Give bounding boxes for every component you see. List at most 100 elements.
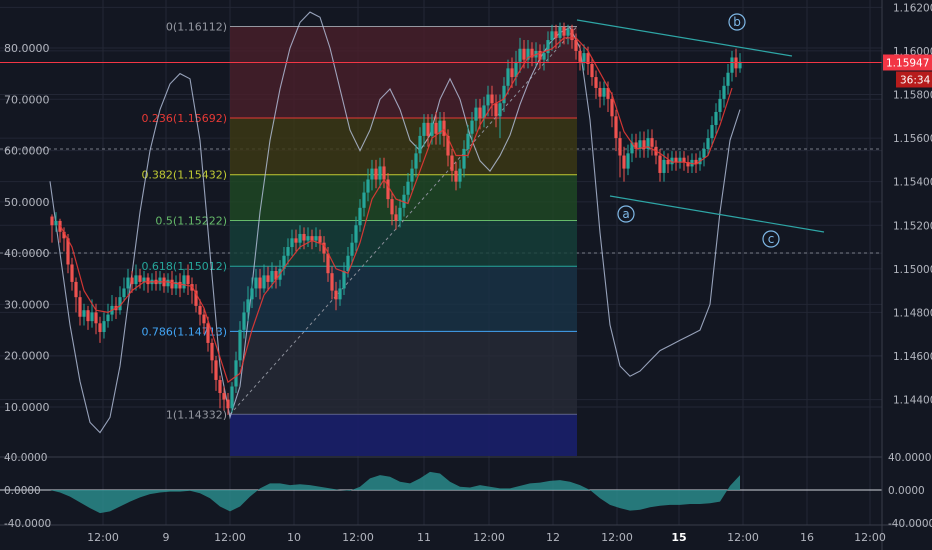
left-axis-tick: 40.0000 bbox=[4, 247, 50, 260]
candle-body bbox=[350, 242, 354, 256]
left-axis-tick: 30.0000 bbox=[4, 298, 50, 311]
candle-body bbox=[66, 238, 70, 265]
candle-body bbox=[658, 155, 662, 173]
price-axis-tick: 1.15200 bbox=[893, 220, 932, 232]
candle-body bbox=[290, 238, 294, 248]
candle-body bbox=[202, 314, 206, 324]
candle-body bbox=[270, 271, 274, 282]
candle-body bbox=[586, 53, 590, 65]
candle-body bbox=[598, 87, 602, 97]
candle-body bbox=[426, 122, 430, 136]
candle-body bbox=[462, 148, 466, 169]
candle-body bbox=[142, 277, 146, 282]
candle-body bbox=[146, 277, 150, 285]
oscillator-path bbox=[49, 11, 741, 434]
candle-body bbox=[126, 277, 130, 289]
candle-body bbox=[258, 277, 262, 289]
time-axis-label: 12:00 bbox=[342, 531, 374, 544]
candle-body bbox=[346, 255, 350, 272]
lower-indicator-area bbox=[50, 471, 740, 514]
candle-body bbox=[482, 105, 486, 119]
candle-body bbox=[118, 297, 122, 311]
candle-body bbox=[422, 122, 426, 136]
candle-body bbox=[266, 275, 270, 282]
candle-body bbox=[610, 98, 614, 117]
left-axis-tick: 50.0000 bbox=[4, 196, 50, 209]
lower-left-tick: -40.0000 bbox=[4, 518, 51, 530]
lower-right-tick: 40.0000 bbox=[888, 452, 931, 464]
fib-level-label: 1(1.14332) bbox=[166, 408, 227, 421]
price-axis-tick: 1.14600 bbox=[893, 351, 932, 363]
candle-body bbox=[222, 393, 226, 400]
candle-body bbox=[406, 181, 410, 195]
candle-body bbox=[294, 238, 298, 243]
candle-body bbox=[334, 290, 338, 300]
candle-body bbox=[630, 142, 634, 154]
candle-body bbox=[718, 98, 722, 112]
wave-label-circle bbox=[762, 230, 780, 248]
time-axis-label: 16 bbox=[800, 531, 814, 544]
candle-body bbox=[502, 85, 506, 104]
candle-body bbox=[246, 299, 250, 313]
candle-body bbox=[206, 323, 210, 343]
time-axis-label: 12:00 bbox=[727, 531, 759, 544]
candle-body bbox=[94, 312, 98, 324]
candle-body bbox=[210, 342, 214, 361]
upper-channel-line bbox=[576, 19, 793, 57]
oscillator-line bbox=[49, 11, 741, 434]
wave-label-circle bbox=[617, 205, 635, 223]
candle-body bbox=[514, 61, 518, 78]
wave-label-text: a bbox=[622, 207, 629, 221]
wave-label-text: b bbox=[733, 15, 741, 29]
left-axis-tick: 70.0000 bbox=[4, 93, 50, 106]
candle-body bbox=[466, 133, 470, 149]
candle-body bbox=[694, 159, 698, 165]
fib-level-label: 0.382(1.15432) bbox=[141, 169, 227, 182]
candle-body bbox=[574, 40, 578, 51]
candle-body bbox=[494, 103, 498, 117]
price-axis-tick: 1.14800 bbox=[893, 307, 932, 319]
candle-body bbox=[686, 162, 690, 167]
candle-body bbox=[458, 168, 462, 182]
candle-body bbox=[178, 281, 182, 289]
candle-body bbox=[182, 275, 186, 289]
fib-zone bbox=[230, 220, 577, 267]
wave-labels: a b c bbox=[617, 13, 780, 248]
price-axis-tick: 1.14400 bbox=[893, 395, 932, 407]
fib-zone bbox=[230, 26, 577, 119]
candle-body bbox=[158, 277, 162, 285]
candle-body bbox=[678, 157, 682, 163]
candle-body bbox=[166, 279, 170, 287]
candle-body bbox=[674, 157, 678, 163]
price-axis-tick: 1.15000 bbox=[893, 264, 932, 276]
candle-body bbox=[322, 242, 326, 254]
candle-body bbox=[78, 297, 82, 317]
candle-body bbox=[622, 155, 626, 169]
candle-body bbox=[590, 64, 594, 78]
fib-zone bbox=[230, 118, 577, 175]
candle-body bbox=[134, 275, 138, 285]
candle-body bbox=[726, 72, 730, 86]
candle-body bbox=[490, 94, 494, 104]
candle-body bbox=[230, 386, 234, 409]
candle-body bbox=[254, 277, 258, 289]
time-axis-label: 9 bbox=[163, 531, 170, 544]
candle-body bbox=[454, 170, 458, 182]
candles bbox=[50, 22, 742, 415]
candle-body bbox=[442, 120, 446, 136]
candle-body bbox=[298, 233, 302, 243]
candle-body bbox=[714, 111, 718, 126]
fib-level-label: 0.618(1.15012) bbox=[141, 260, 227, 273]
time-axis-label: 10 bbox=[287, 531, 301, 544]
candle-body bbox=[306, 236, 310, 241]
candle-body bbox=[538, 50, 542, 60]
left-axis-tick: 80.0000 bbox=[4, 42, 50, 55]
candle-body bbox=[578, 50, 582, 62]
candle-body bbox=[666, 159, 670, 165]
countdown-tag bbox=[896, 71, 932, 88]
candle-body bbox=[506, 68, 510, 86]
candle-body bbox=[242, 312, 246, 330]
candle-body bbox=[386, 179, 390, 200]
price-axis-tick: 1.16200 bbox=[893, 2, 932, 14]
candle-body bbox=[562, 26, 566, 36]
